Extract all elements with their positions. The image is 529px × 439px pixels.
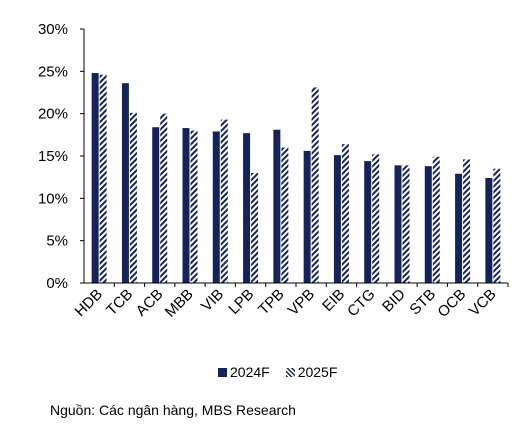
bar-vib-2025f xyxy=(220,119,228,284)
bar-lpb-2025f xyxy=(251,172,259,283)
legend-label-2024: 2024F xyxy=(230,364,270,380)
bar-mbb-2024f xyxy=(182,128,190,283)
x-tick-label: VCB xyxy=(466,286,500,320)
source-note: Nguồn: Các ngân hàng, MBS Research xyxy=(50,402,296,418)
x-tick-label: EIB xyxy=(319,286,348,315)
bar-eib-2025f xyxy=(341,144,349,283)
bar-ocb-2025f xyxy=(463,159,471,283)
x-tick-label: STB xyxy=(406,286,439,319)
y-tick-label: 15% xyxy=(38,148,68,165)
x-tick-label: VIB xyxy=(198,286,227,315)
bar-eib-2024f xyxy=(333,155,341,283)
bars xyxy=(91,73,501,284)
legend-item-2025: 2025F xyxy=(285,364,338,380)
bar-stb-2024f xyxy=(424,166,432,283)
bar-lpb-2024f xyxy=(243,133,251,283)
bar-ctg-2025f xyxy=(372,154,380,283)
bar-vcb-2024f xyxy=(485,178,493,283)
y-tick-label: 5% xyxy=(46,233,68,250)
x-tick-label: ACB xyxy=(133,286,167,320)
bar-acb-2024f xyxy=(152,127,160,283)
x-tick-label: MBB xyxy=(162,286,197,321)
bar-mbb-2025f xyxy=(190,130,198,283)
bar-acb-2025f xyxy=(160,113,168,284)
legend-swatch-2024 xyxy=(218,367,227,377)
y-tick-label: 10% xyxy=(38,190,68,207)
y-axis: 0% 5% 10% 15% 20% 25% 30% xyxy=(38,21,85,292)
y-tick-label: 20% xyxy=(38,106,68,123)
bar-hdb-2025f xyxy=(99,74,107,283)
bar-vib-2024f xyxy=(212,131,220,283)
bar-tpb-2024f xyxy=(273,129,281,283)
x-tick-label: OCB xyxy=(434,286,469,321)
bar-tpb-2025f xyxy=(281,147,289,283)
x-tick-label: BID xyxy=(379,286,409,316)
legend-swatch-2025 xyxy=(285,367,295,377)
x-tick-label: VPB xyxy=(285,286,318,319)
y-tick-label: 25% xyxy=(38,63,68,80)
bar-bid-2025f xyxy=(402,165,410,283)
x-tick-label: CTG xyxy=(344,286,378,320)
bar-ctg-2024f xyxy=(364,161,372,283)
y-tick-label: 0% xyxy=(46,275,68,292)
x-tick-label: LPB xyxy=(225,286,257,318)
x-tick-label: TCB xyxy=(103,286,136,319)
legend-label-2025: 2025F xyxy=(297,364,338,380)
bar-stb-2025f xyxy=(432,156,440,283)
bar-hdb-2024f xyxy=(91,73,99,283)
bar-vpb-2024f xyxy=(303,150,311,283)
y-tick-label: 30% xyxy=(38,21,68,38)
bar-vcb-2025f xyxy=(493,168,501,283)
bar-vpb-2025f xyxy=(311,87,319,283)
legend-item-2024: 2024F xyxy=(218,364,270,380)
bar-tcb-2024f xyxy=(121,83,129,283)
x-tick-label: HDB xyxy=(72,286,106,320)
bar-bid-2024f xyxy=(394,165,402,283)
legend: 2024F 2025F xyxy=(218,364,353,380)
bar-ocb-2024f xyxy=(455,173,463,283)
bar-tcb-2025f xyxy=(129,112,137,283)
x-tick-label: TPB xyxy=(255,286,288,319)
